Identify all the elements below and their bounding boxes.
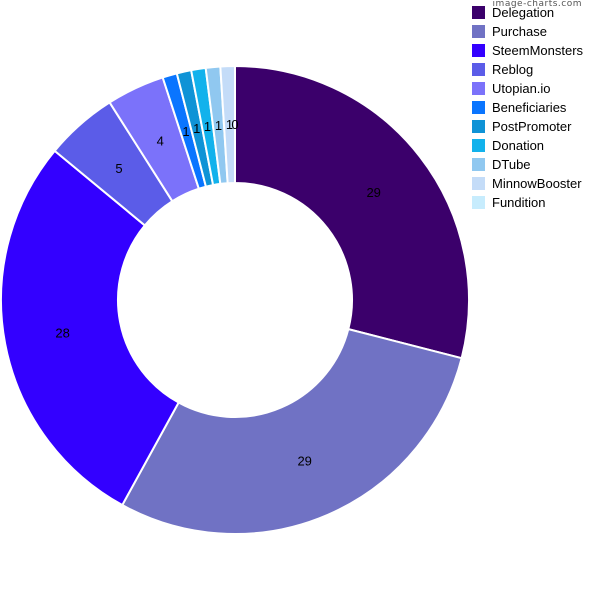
legend-item-donation: Donation xyxy=(472,136,583,155)
legend-item-reblog: Reblog xyxy=(472,60,583,79)
slice-label-utopian-io: 4 xyxy=(157,134,164,149)
legend-swatch xyxy=(472,101,485,114)
chart-legend: Delegation Purchase SteemMonsters Reblog Uto… xyxy=(472,3,583,212)
legend-label: Purchase xyxy=(492,24,547,39)
slice-purchase xyxy=(120,327,463,535)
legend-item-dtube: DTube xyxy=(472,155,583,174)
slice-delegation xyxy=(234,64,470,360)
legend-item-purchase: Purchase xyxy=(472,22,583,41)
legend-label: Beneficiaries xyxy=(492,100,567,115)
legend-item-beneficiaries: Beneficiaries xyxy=(472,98,583,117)
slice-label-beneficiaries: 1 xyxy=(182,124,189,139)
legend-swatch xyxy=(472,120,485,133)
slice-label-dtube: 1 xyxy=(215,118,222,133)
legend-swatch xyxy=(472,63,485,76)
slice-label-purchase: 29 xyxy=(297,454,311,469)
legend-swatch xyxy=(472,196,485,209)
slice-label-steemmonsters: 28 xyxy=(55,325,69,340)
legend-swatch xyxy=(472,158,485,171)
legend-item-steemmonsters: SteemMonsters xyxy=(472,41,583,60)
watermark-text: image-charts.com xyxy=(492,0,582,9)
donut-slices xyxy=(0,64,470,535)
legend-label: Delegation xyxy=(492,5,555,20)
legend-item-fundition: Fundition xyxy=(472,193,583,212)
legend-label: Utopian.io xyxy=(492,81,551,96)
slice-label-minnowbooster: 1 xyxy=(226,117,233,132)
legend-swatch xyxy=(472,44,485,57)
legend-label: SteemMonsters xyxy=(492,43,584,58)
legend-label: Reblog xyxy=(492,62,534,77)
legend-swatch xyxy=(472,82,485,95)
legend-item-postpromoter: PostPromoter xyxy=(472,117,583,136)
legend-swatch xyxy=(472,25,485,38)
legend-label: Fundition xyxy=(492,195,546,210)
slice-steemmonsters xyxy=(0,149,180,507)
legend-item-utopian-io: Utopian.io xyxy=(472,79,583,98)
legend-item-minnowbooster: MinnowBooster xyxy=(472,174,583,193)
slice-label-delegation: 29 xyxy=(366,185,380,200)
slice-label-donation: 1 xyxy=(204,119,211,134)
legend-label: MinnowBooster xyxy=(492,176,582,191)
legend-swatch xyxy=(472,177,485,190)
legend-label: PostPromoter xyxy=(492,119,572,134)
legend-swatch xyxy=(472,139,485,152)
slice-label-fundition: 0 xyxy=(231,117,238,132)
slice-label-postpromoter: 1 xyxy=(193,121,200,136)
slice-minnowbooster xyxy=(219,64,236,185)
legend-label: Donation xyxy=(492,138,545,153)
slice-label-reblog: 5 xyxy=(115,161,122,176)
legend-item-delegation: Delegation xyxy=(472,3,583,22)
legend-label: DTube xyxy=(492,157,531,172)
legend-swatch xyxy=(472,6,485,19)
